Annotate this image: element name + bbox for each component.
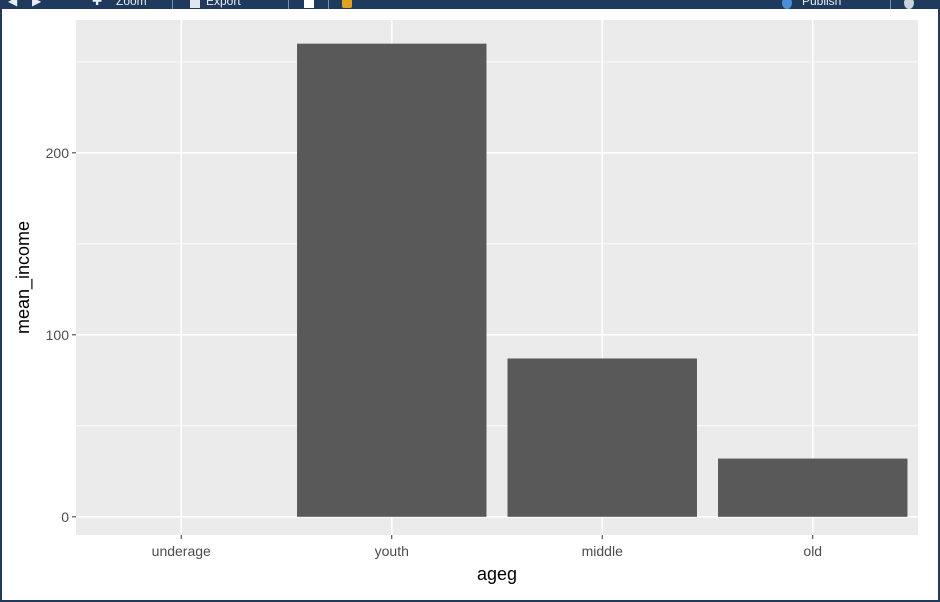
x-tick-label-underage: underage [152, 543, 211, 559]
remove-plot-icon[interactable] [304, 0, 314, 8]
y-tick-label: 200 [46, 145, 70, 161]
y-tick-label: 100 [46, 327, 70, 343]
plots-toolbar: ◀ ▶ ✚ Zoom Export Publish [2, 0, 938, 9]
toolbar-divider [172, 0, 173, 9]
toolbar-divider [328, 0, 329, 9]
bars [297, 43, 908, 517]
bar-chart: 0 100 200 underage youth middle old ageg mean… [13, 20, 918, 584]
bar-old [718, 458, 908, 517]
publish-icon [782, 0, 792, 9]
x-axis: underage youth middle old [152, 535, 822, 559]
zoom-icon: ✚ [92, 0, 103, 8]
export-icon [190, 0, 200, 8]
grid-minor [76, 61, 918, 427]
bar-middle [507, 358, 697, 517]
x-axis-title: ageg [477, 564, 517, 584]
x-tick-label-old: old [803, 543, 822, 559]
export-button[interactable]: Export [206, 0, 241, 8]
x-tick-label-youth: youth [375, 543, 409, 559]
back-arrow-icon[interactable]: ◀ [8, 0, 18, 8]
forward-arrow-icon[interactable]: ▶ [32, 0, 42, 8]
broom-icon[interactable] [342, 0, 352, 8]
y-axis-title: mean_income [13, 221, 34, 334]
zoom-button[interactable]: Zoom [116, 0, 147, 8]
plot-panel [76, 20, 918, 535]
toolbar-divider [890, 0, 891, 9]
toolbar-divider [288, 0, 289, 9]
publish-button[interactable]: Publish [802, 0, 842, 8]
refresh-icon[interactable] [904, 0, 914, 9]
y-axis: 0 100 200 [46, 145, 76, 525]
y-tick-label: 0 [61, 509, 69, 525]
bar-youth [297, 43, 487, 517]
x-tick-label-middle: middle [582, 543, 623, 559]
